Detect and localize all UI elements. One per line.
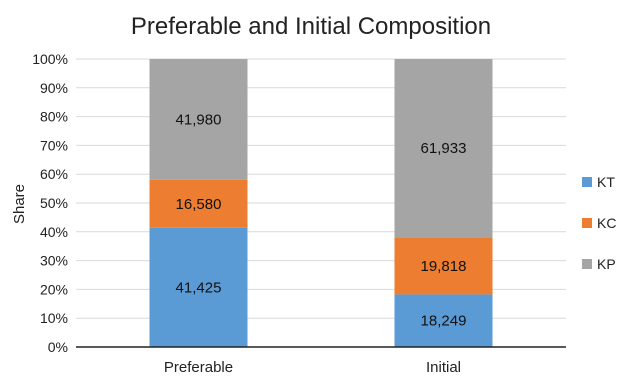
legend-label: KT [597,174,615,190]
legend-swatch-kp [582,259,592,269]
y-tick-label: 20% [40,281,68,297]
bar-segment-kc [394,237,493,295]
bar-segment-kt [149,227,248,347]
data-label: 61,933 [421,140,467,157]
data-label: 18,249 [421,313,467,330]
bars: 41,425 16,580 41,980 18,249 19,818 61,933 [149,59,493,347]
data-label: 41,980 [176,111,222,128]
legend-swatch-kc [582,218,592,228]
y-tick-label: 0% [48,339,68,355]
legend-swatch-kt [582,177,592,187]
axes: 0% 10% 20% 30% 40% 50% 60% 70% 80% 90% 100% Prefera… [32,51,566,376]
x-tick-label: Initial [426,359,461,376]
data-label: 16,580 [176,196,222,213]
bar-segment-kc [149,179,248,228]
y-tick-label: 40% [40,224,68,240]
y-tick-label: 30% [40,253,68,269]
legend-label: KP [597,256,616,272]
legend-label: KC [597,215,616,231]
bar-segment-kp [149,59,248,180]
y-tick-label: 100% [32,51,68,67]
y-tick-label: 10% [40,310,68,326]
y-tick-label: 90% [40,80,68,96]
y-tick-label: 80% [40,109,68,125]
y-tick-label: 50% [40,195,68,211]
legend: KT KC KP [582,174,616,272]
chart-title: Preferable and Initial Composition [131,13,491,40]
y-tick-label: 60% [40,166,68,182]
x-tick-label: Preferable [164,359,233,376]
y-axis-label: Share [11,184,28,224]
data-label: 41,425 [176,279,222,296]
y-tick-label: 70% [40,137,68,153]
data-label: 19,818 [421,258,467,275]
bar-segment-kp [394,59,493,238]
bar-segment-kt [394,294,493,347]
